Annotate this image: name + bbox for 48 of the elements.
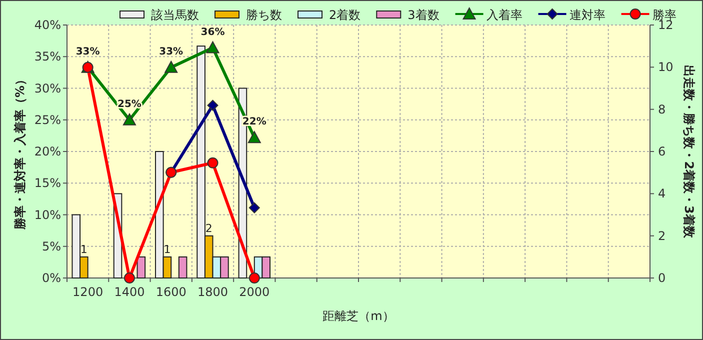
y2-axis-title: 出走数・勝ち数・2着数・3着数 bbox=[682, 65, 696, 239]
data-label: 33% bbox=[76, 46, 100, 58]
data-label: 1 bbox=[80, 242, 88, 256]
y2-tick-label: 8 bbox=[658, 102, 666, 116]
y-tick-label: 25% bbox=[34, 112, 61, 127]
legend-label: 該当馬数 bbox=[151, 8, 199, 22]
x-tick-label: 1600 bbox=[156, 285, 186, 299]
y2-tick-label: 4 bbox=[658, 186, 666, 201]
x-tick-label: 2000 bbox=[239, 285, 270, 299]
y2-tick-label: 0 bbox=[658, 271, 666, 285]
x-tick-label: 1400 bbox=[114, 285, 145, 299]
y2-tick-label: 2 bbox=[658, 228, 666, 243]
point bbox=[248, 272, 260, 284]
data-label: 33% bbox=[159, 46, 184, 58]
x-tick-label: 1800 bbox=[197, 285, 228, 299]
point bbox=[206, 41, 220, 54]
y-tick-label: 40% bbox=[34, 18, 61, 32]
legend-label: 連対率 bbox=[569, 8, 606, 22]
bar bbox=[178, 256, 188, 278]
point bbox=[124, 272, 135, 284]
y-tick-label: 10% bbox=[34, 208, 61, 222]
point bbox=[207, 157, 218, 168]
legend-label: 入着率 bbox=[486, 8, 522, 22]
y-tick-label: 15% bbox=[34, 176, 61, 190]
legend-label: 勝ち数 bbox=[246, 8, 282, 22]
data-label: 1 bbox=[164, 242, 171, 256]
data-label: 25% bbox=[117, 98, 142, 110]
bar bbox=[136, 256, 146, 278]
data-label: 36% bbox=[200, 26, 225, 38]
data-label: 2 bbox=[205, 222, 212, 235]
x-axis-title: 距離芝（m） bbox=[322, 309, 394, 323]
point bbox=[248, 131, 261, 144]
legend-label: 3着数 bbox=[408, 8, 440, 22]
legend-label: 勝率 bbox=[652, 8, 676, 22]
legend-label: 2着数 bbox=[329, 8, 361, 22]
y2-tick-label: 10 bbox=[658, 60, 674, 74]
y-tick-label: 20% bbox=[34, 144, 61, 158]
y-axis-title: 勝率・連対率・入着率（%） bbox=[13, 73, 27, 231]
point bbox=[207, 100, 218, 111]
y-tick-label: 0% bbox=[42, 271, 61, 285]
y2-tick-label: 6 bbox=[658, 144, 666, 158]
x-tick-label: 1200 bbox=[72, 285, 104, 299]
point bbox=[164, 60, 178, 73]
y-tick-label: 5% bbox=[42, 239, 61, 254]
y-tick-label: 35% bbox=[34, 50, 61, 64]
y-tick-label: 30% bbox=[34, 81, 61, 96]
point bbox=[122, 113, 136, 126]
point bbox=[248, 202, 260, 214]
